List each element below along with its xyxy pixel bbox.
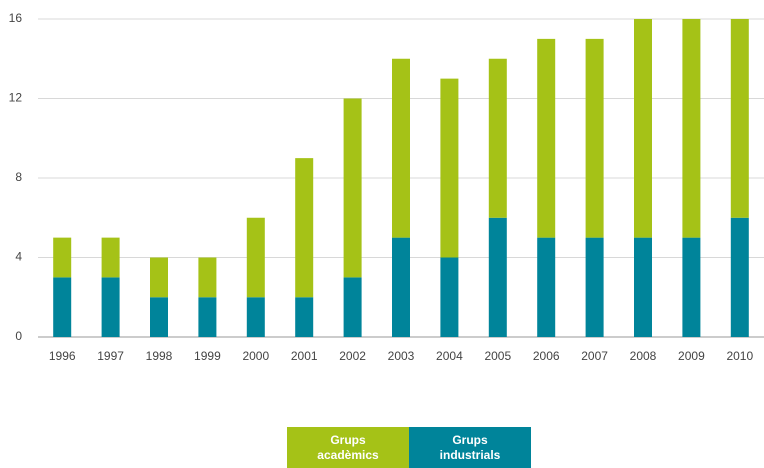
bar-segment [585,237,604,337]
bar-segment [682,19,701,238]
x-tick-label: 2009 [678,349,705,363]
x-tick-label: 2003 [388,349,415,363]
bar-segment [537,237,556,337]
x-tick-label: 2001 [291,349,318,363]
bar-segment [198,257,217,298]
x-tick-label: 1996 [49,349,76,363]
bar-segment [682,237,701,337]
bar-segment [295,297,314,337]
x-tick-label: 2005 [484,349,511,363]
chart: 0 4 8 12 16 1996 1997 1998 1999 2000 2001 2002 2003 2… [9,11,764,363]
bar-segment [488,217,507,337]
bar-segment [198,297,217,337]
bar-segment [343,98,362,278]
x-tick-label: 2002 [339,349,366,363]
bar-segment [488,58,507,218]
y-tick-label: 8 [15,170,22,184]
y-tick-label: 16 [9,11,23,25]
bar-segment [440,78,459,258]
bar-segment [101,237,120,278]
x-tick-label: 1997 [97,349,124,363]
x-tick-label: 2000 [242,349,269,363]
x-tick-label: 2004 [436,349,463,363]
bar-segment [343,277,362,337]
bar-segment [634,237,652,337]
bar-segment [246,297,265,337]
y-tick-label: 12 [9,91,23,105]
x-tick-label: 2008 [630,349,657,363]
legend-entry: Grups acadèmics [287,427,409,468]
x-tick-label: 1999 [194,349,221,363]
bar-segment [295,158,314,298]
bar-segment [730,19,749,218]
y-tick-label: 0 [15,329,22,343]
y-tick-label: 4 [15,250,22,264]
legend: Grups acadèmics Grups industrials [287,427,531,468]
bar-segment [537,38,556,238]
bar-segment [53,237,72,278]
x-tick-label: 2007 [581,349,608,363]
bar-segment [730,217,749,337]
bar-segment [150,257,168,298]
x-tick-label: 1998 [146,349,173,363]
bar-segment [53,277,72,337]
bar-segment [150,297,168,337]
bar-segment [634,19,652,238]
legend-entry: Grups industrials [409,427,531,468]
bar-segment [392,58,410,238]
bar-segment [585,38,604,238]
x-tick-label: 2010 [726,349,753,363]
bar-segment [101,277,120,337]
bar-segment [392,237,410,337]
x-tick-label: 2006 [533,349,560,363]
bar-segment [246,217,265,298]
bar-segment [440,257,459,337]
